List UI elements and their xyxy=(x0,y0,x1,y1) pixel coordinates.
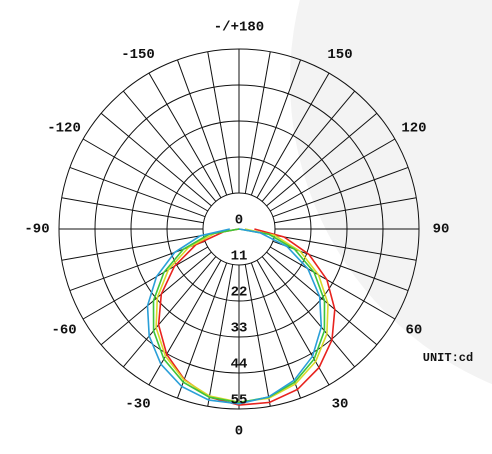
grid-ring xyxy=(58,48,420,410)
angle-tick-label: 150 xyxy=(327,47,352,63)
background-shape xyxy=(290,0,492,385)
angle-tick-label: 120 xyxy=(401,121,426,137)
angle-tick-label: 90 xyxy=(433,222,450,238)
angle-tick-label: 60 xyxy=(406,323,423,339)
angle-tick-label: -60 xyxy=(51,323,76,339)
unit-label: UNIT:cd xyxy=(423,351,473,365)
angle-tick-label: -150 xyxy=(121,47,155,63)
r-tick-label: 22 xyxy=(231,285,248,301)
angle-tick-label: -30 xyxy=(125,397,150,413)
intensity-curve xyxy=(146,228,323,405)
angle-tick-label: -90 xyxy=(24,222,49,238)
grid-ring xyxy=(130,120,348,338)
angle-tick-label: 0 xyxy=(235,424,243,440)
r-tick-label: 11 xyxy=(231,249,248,265)
angle-tick-label: -/+180 xyxy=(214,20,264,36)
intensity-curve xyxy=(157,228,336,406)
r-tick-label: 44 xyxy=(231,357,248,373)
angle-tick-label: -120 xyxy=(47,121,81,137)
grid-ring xyxy=(166,156,312,302)
r-tick-label: 0 xyxy=(235,213,243,229)
grid-ring xyxy=(202,192,276,266)
r-tick-label: 55 xyxy=(231,393,248,409)
angle-tick-label: 30 xyxy=(332,397,349,413)
grid-ring xyxy=(94,84,384,374)
intensity-curve xyxy=(152,228,326,404)
r-tick-label: 33 xyxy=(231,321,248,337)
